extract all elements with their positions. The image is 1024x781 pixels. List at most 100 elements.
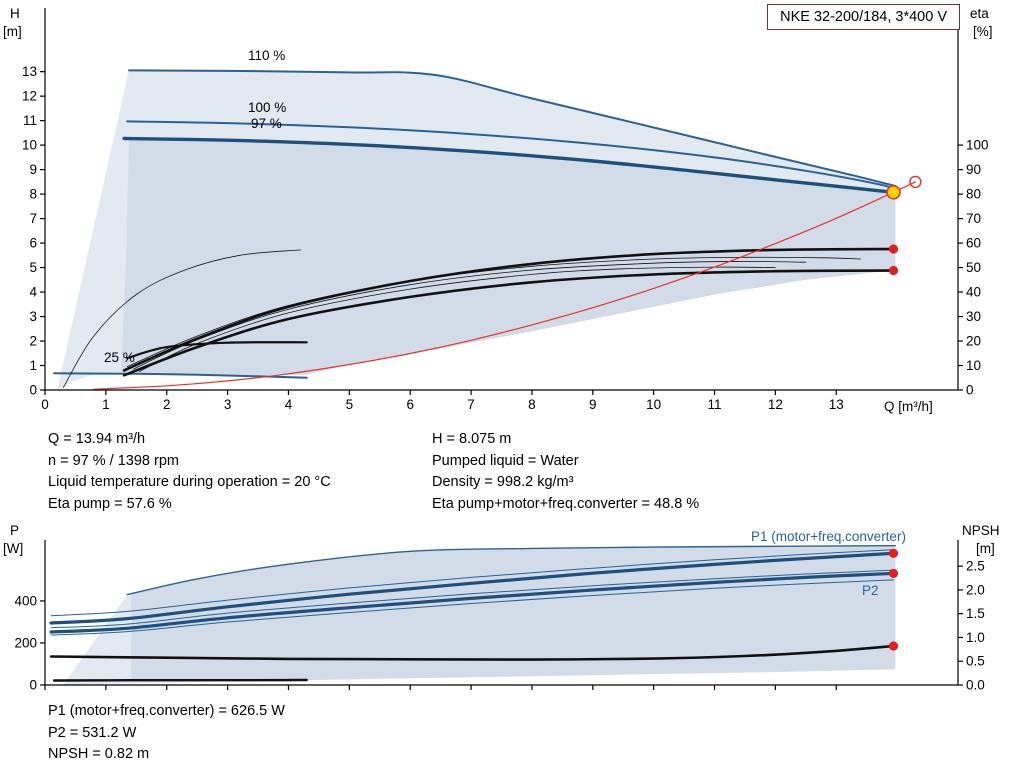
label-speed-97: 97 % bbox=[251, 116, 282, 131]
y-right-tick-label: 60 bbox=[966, 236, 981, 251]
p1-curve-label: P1 (motor+freq.converter) bbox=[751, 529, 906, 544]
y-left-tick-label: 6 bbox=[29, 236, 37, 251]
q-axis-title: Q [m³/h] bbox=[884, 399, 933, 414]
eta-pump-point bbox=[888, 244, 899, 254]
x-tick-label: 3 bbox=[224, 397, 232, 412]
y-left-tick-label: 1 bbox=[29, 358, 37, 373]
operating-data-right: H = 8.075 m Pumped liquid = Water Densit… bbox=[432, 429, 699, 516]
x-tick-label: 9 bbox=[589, 397, 597, 412]
y-left-tick-label: 4 bbox=[29, 285, 37, 300]
info-npsh: NPSH = 0.82 m bbox=[48, 746, 150, 763]
y-right-tick-label: 0 bbox=[966, 383, 974, 398]
power-npsh-chart: 0 200 400 0.0 0.5 1.0 1.5 2.0 2.5 bbox=[14, 540, 985, 693]
y-left-tick-label: 10 bbox=[22, 138, 37, 153]
eta-total-point bbox=[888, 265, 899, 276]
power-data: P1 (motor+freq.converter) = 626.5 W P2 =… bbox=[48, 701, 285, 766]
x-tick-label: 7 bbox=[467, 397, 475, 412]
h-axis-title: H bbox=[10, 6, 20, 21]
speed-curve-100 bbox=[126, 120, 895, 191]
x-tick-label: 4 bbox=[285, 397, 293, 412]
x-tick-label: 8 bbox=[528, 397, 536, 412]
y-right-tick-label: 40 bbox=[966, 285, 981, 300]
label-speed-110: 110 % bbox=[248, 48, 285, 63]
info-flow: Q = 13.94 m³/h bbox=[48, 431, 146, 447]
info-temperature: Liquid temperature during operation = 20… bbox=[48, 474, 331, 491]
x-tick-label: 5 bbox=[346, 397, 354, 412]
y-left-tick-label: 0 bbox=[29, 383, 37, 398]
label-speed-25: 25 % bbox=[104, 350, 135, 365]
info-head: H = 8.075 m bbox=[432, 431, 512, 447]
eta-25-stub bbox=[126, 341, 308, 360]
y-left-tick-label: 200 bbox=[14, 635, 37, 650]
y-right-tick-label: 10 bbox=[966, 358, 981, 373]
p-curve-thin-2 bbox=[50, 569, 894, 629]
y-right-tick-label: 50 bbox=[966, 260, 981, 275]
requested-duty-point bbox=[909, 175, 922, 189]
x-tick-label: 13 bbox=[829, 397, 844, 412]
p1-point bbox=[888, 548, 899, 558]
speed-curve-97 bbox=[122, 136, 896, 194]
y-right-tick-label: 1.0 bbox=[966, 630, 985, 645]
x-tick-label: 0 bbox=[41, 397, 49, 412]
p2-point bbox=[888, 568, 899, 578]
info-p1: P1 (motor+freq.converter) = 626.5 W bbox=[48, 703, 285, 719]
eta-axis-unit: [%] bbox=[973, 24, 993, 39]
p2-curve-label: P2 bbox=[862, 583, 879, 598]
y-left-tick-label: 2 bbox=[29, 334, 37, 349]
eta-pump-curve bbox=[122, 247, 895, 372]
y-left-tick-label: 12 bbox=[22, 89, 37, 104]
qh-eta-chart: 0 1 2 3 4 5 6 7 8 9 10 11 12 130123456789101112130102… bbox=[22, 8, 989, 412]
info-p2: P2 = 531.2 W bbox=[48, 724, 137, 741]
y-left-tick-label: 3 bbox=[29, 309, 37, 324]
pump-model-box: NKE 32-200/184, 3*400 V bbox=[767, 4, 960, 30]
y-right-tick-label: 30 bbox=[966, 309, 981, 324]
y-right-tick-label: 2.5 bbox=[966, 559, 985, 574]
y-left-tick-label: 13 bbox=[22, 64, 37, 79]
x-tick-label: 6 bbox=[406, 397, 414, 412]
duty-point bbox=[886, 185, 901, 200]
power-envelope-inner bbox=[131, 545, 896, 682]
y-left-tick-label: 7 bbox=[29, 211, 37, 226]
p-axis-unit: [W] bbox=[3, 541, 24, 556]
npsh-low-stub bbox=[52, 678, 308, 682]
y-right-tick-label: 90 bbox=[966, 162, 981, 177]
info-density: Density = 998.2 kg/m³ bbox=[432, 474, 574, 491]
h-axis-unit: [m] bbox=[3, 24, 22, 39]
y-right-tick-label: 2.0 bbox=[966, 582, 985, 597]
y-left-tick-label: 8 bbox=[29, 187, 37, 202]
system-curve bbox=[93, 181, 916, 390]
npsh-axis-unit: [m] bbox=[976, 541, 995, 556]
x-tick-label: 10 bbox=[646, 397, 661, 412]
power-envelope-top bbox=[126, 545, 896, 596]
info-speed: n = 97 % / 1398 rpm bbox=[48, 452, 179, 469]
speed-curve-25 bbox=[53, 372, 308, 379]
x-tick-label: 12 bbox=[768, 397, 783, 412]
operating-envelope-inner bbox=[121, 137, 896, 376]
npsh-axis-title: NPSH bbox=[962, 523, 1000, 538]
y-right-tick-label: 100 bbox=[966, 138, 989, 153]
eta-band-3 bbox=[138, 266, 776, 372]
x-tick-label: 2 bbox=[163, 397, 171, 412]
x-tick-label: 11 bbox=[708, 397, 722, 412]
npsh-point bbox=[888, 641, 899, 651]
y-right-tick-label: 70 bbox=[966, 211, 981, 226]
y-right-tick-label: 0.0 bbox=[966, 678, 985, 693]
p-axis-title: P bbox=[10, 523, 20, 538]
pump-model-label: NKE 32-200/184, 3*400 V bbox=[780, 9, 947, 25]
info-eta-pump: Eta pump = 57.6 % bbox=[48, 496, 172, 513]
y-left-tick-label: 11 bbox=[23, 113, 37, 128]
speed-curve-110 bbox=[128, 69, 897, 187]
y-right-tick-label: 20 bbox=[966, 334, 981, 349]
y-left-tick-label: 9 bbox=[29, 162, 37, 177]
y-right-tick-label: 80 bbox=[966, 187, 981, 202]
operating-data-left: Q = 13.94 m³/h n = 97 % / 1398 rpm Liqui… bbox=[48, 429, 331, 516]
y-left-tick-label: 5 bbox=[29, 260, 37, 275]
info-eta-total: Eta pump+motor+freq.converter = 48.8 % bbox=[432, 496, 700, 513]
y-left-tick-label: 400 bbox=[14, 593, 37, 608]
p1-curve bbox=[49, 551, 896, 625]
eta-total-curve bbox=[122, 269, 895, 377]
y-right-tick-label: 0.5 bbox=[966, 654, 985, 669]
eta-curve-small bbox=[62, 249, 301, 388]
p-curve-thin-1 bbox=[50, 549, 894, 617]
